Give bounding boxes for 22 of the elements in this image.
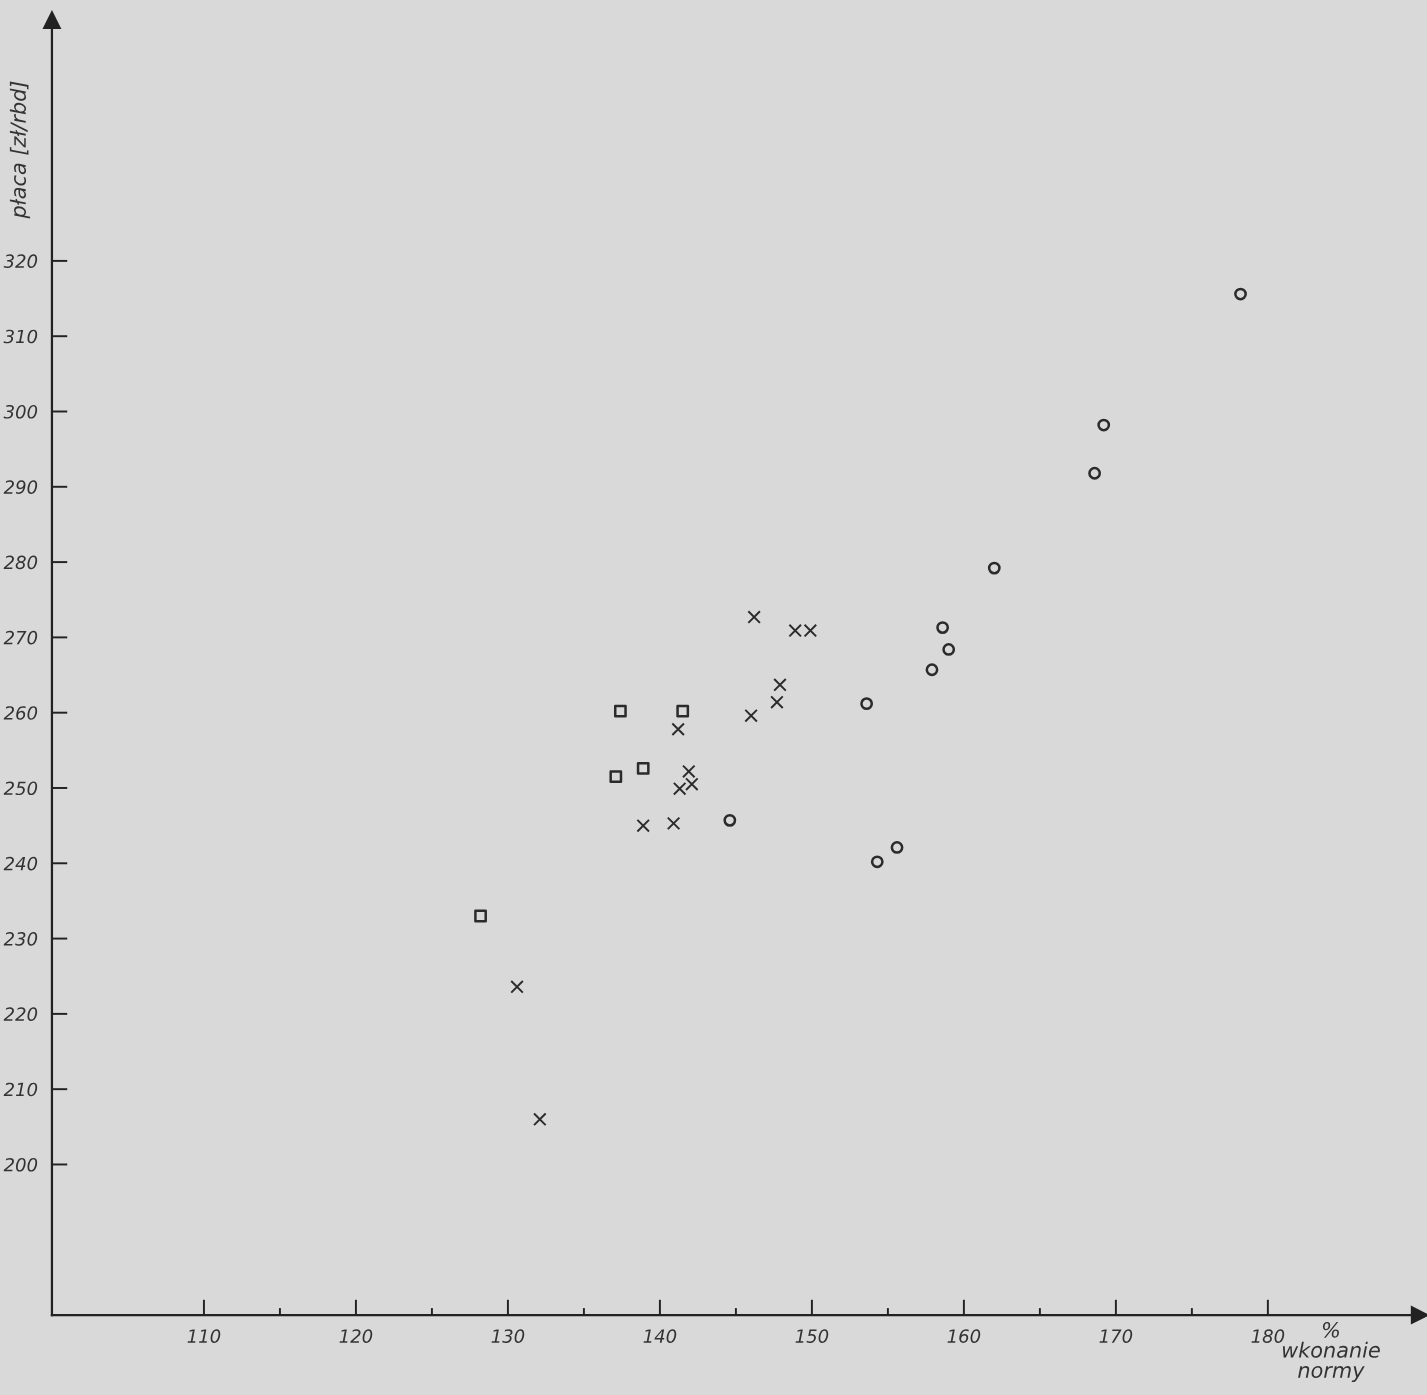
y-tick-label: 250: [3, 781, 38, 796]
y-tick-label: 260: [3, 706, 38, 720]
y-tick-label: 300: [3, 404, 38, 419]
x-tick-label: 120: [339, 1329, 373, 1343]
x-tick-label: 140: [643, 1329, 677, 1343]
x-tick-label: 180: [1251, 1329, 1285, 1343]
y-tick-label: 290: [3, 480, 38, 494]
y-tick-label: 240: [3, 856, 38, 871]
y-tick-label: 210: [3, 1082, 38, 1097]
y-tick-label: 310: [3, 329, 38, 344]
x-tick-label: 130: [491, 1329, 525, 1343]
y-tick-label: 200: [3, 1157, 38, 1172]
x-tick-label: 170: [1099, 1329, 1133, 1343]
x-tick-label: 110: [187, 1329, 221, 1343]
y-tick-label: 280: [3, 555, 38, 570]
x-tick-label: 150: [795, 1329, 829, 1343]
y-tick-label: 230: [3, 932, 38, 946]
y-tick-label: 320: [3, 254, 38, 269]
y-tick-label: 220: [3, 1007, 38, 1021]
y-axis-title: płaca [zł/rbd]: [9, 81, 31, 219]
y-tick-label: 270: [3, 630, 38, 645]
x-tick-label: 160: [947, 1329, 981, 1343]
